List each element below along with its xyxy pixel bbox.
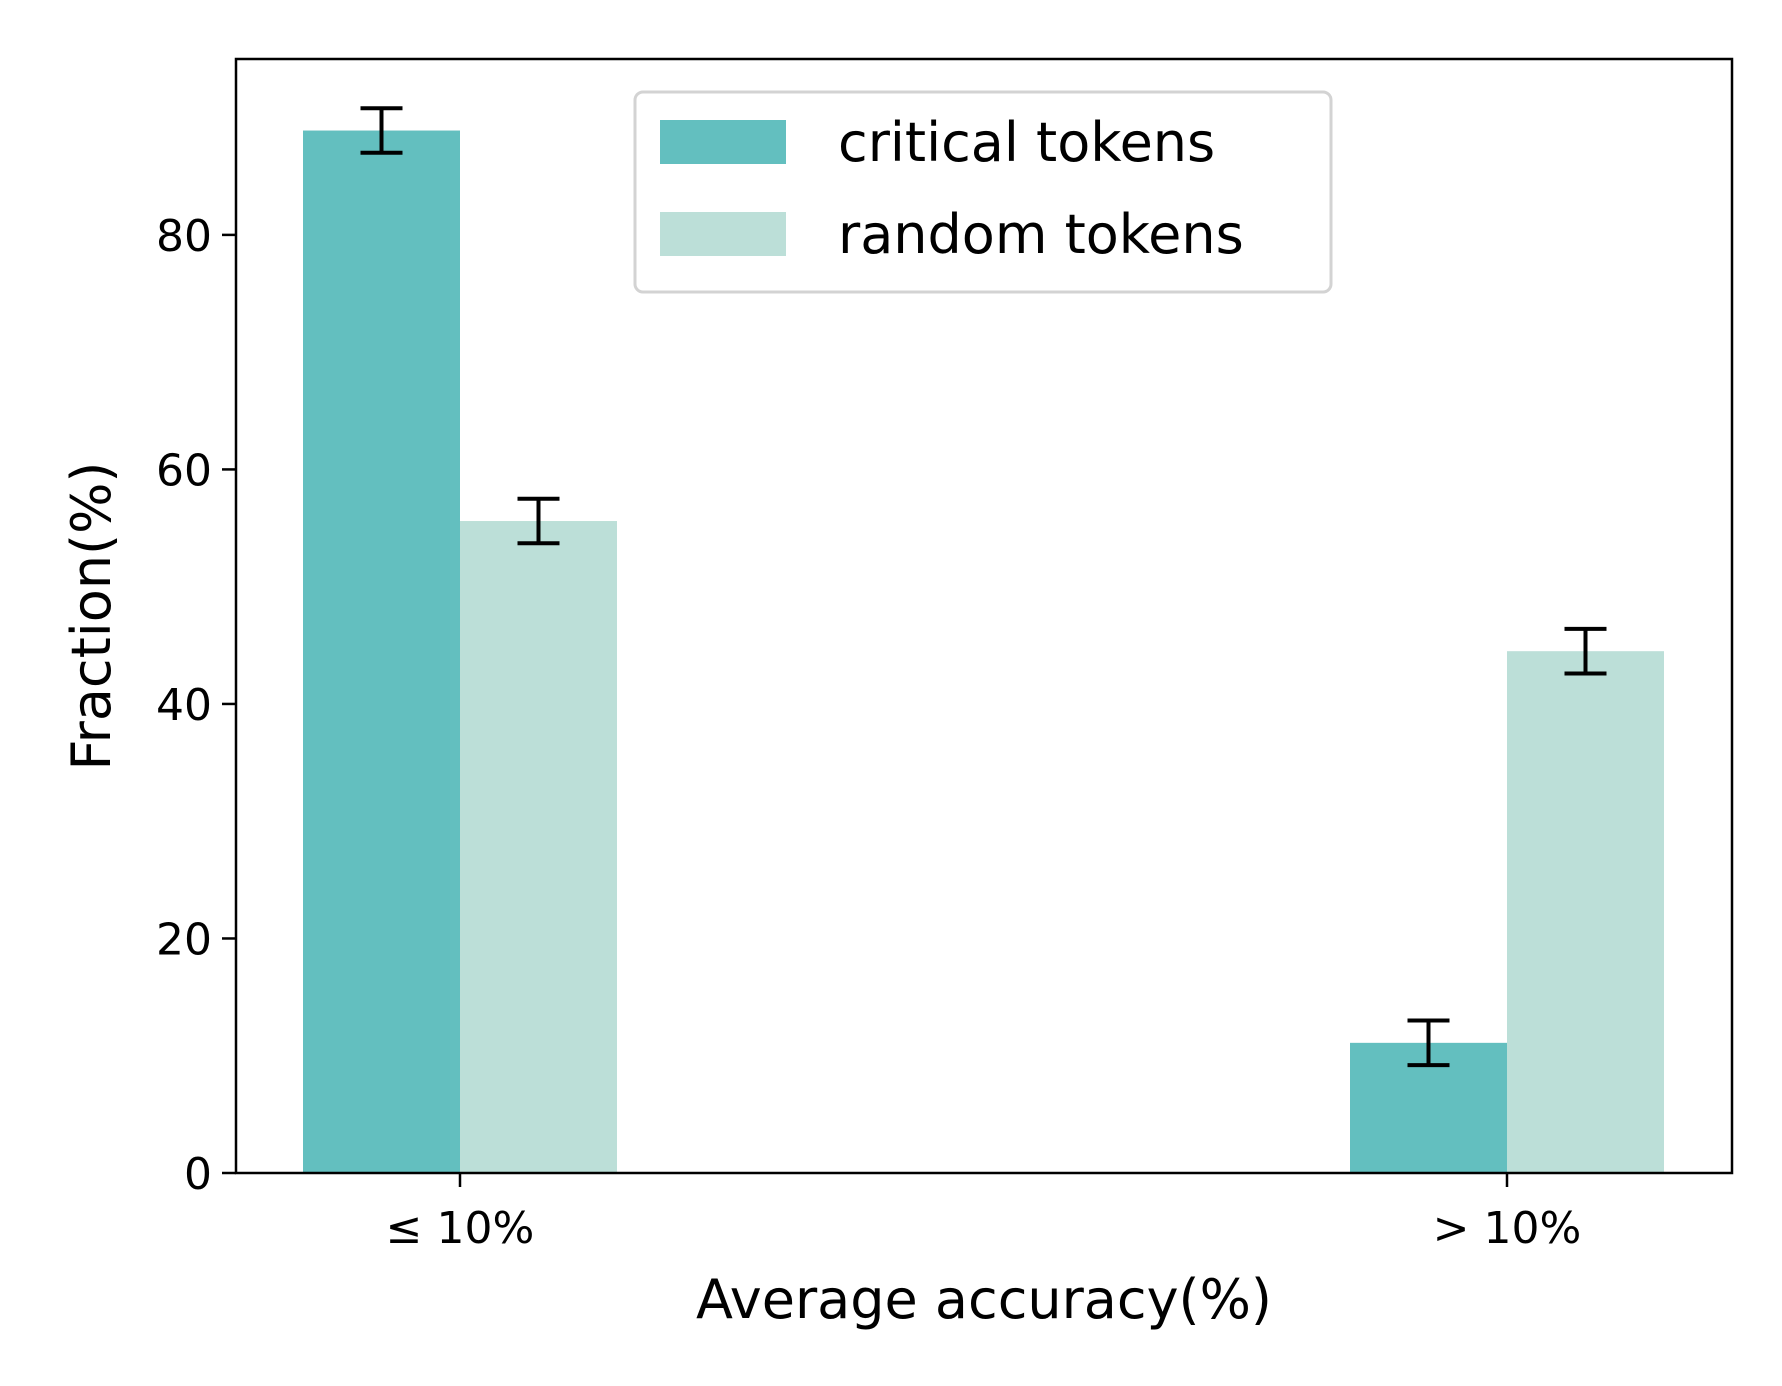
legend-box xyxy=(633,90,1333,294)
y-tick-label: 40 xyxy=(156,680,212,731)
legend: critical tokens random tokens xyxy=(633,90,1333,294)
x-axis-label: Average accuracy(%) xyxy=(696,1268,1272,1331)
legend-label-random-tokens: random tokens xyxy=(838,203,1244,266)
y-axis-ticks: 0 20 40 60 80 xyxy=(156,211,236,1200)
x-axis-ticks: ≤ 10% > 10% xyxy=(386,1173,1582,1254)
y-tick-label: 60 xyxy=(156,445,212,496)
legend-label-critical-tokens: critical tokens xyxy=(838,111,1215,174)
x-tick-label: > 10% xyxy=(1433,1203,1582,1254)
y-tick-label: 0 xyxy=(184,1149,212,1200)
plot-frame xyxy=(234,57,1734,1175)
y-axis-label: Fraction(%) xyxy=(60,462,123,771)
bars-layer xyxy=(303,130,1664,1174)
bar-critical-tokens-0 xyxy=(303,130,460,1174)
x-tick-label: ≤ 10% xyxy=(386,1203,535,1254)
error-bar-random-tokens-1 xyxy=(1564,626,1607,676)
error-bar-critical-tokens-0 xyxy=(360,106,403,155)
error-bar-random-tokens-0 xyxy=(517,496,560,546)
bar-random-tokens-0 xyxy=(460,521,617,1173)
legend-swatch-critical-tokens xyxy=(660,120,786,164)
error-bar-critical-tokens-1 xyxy=(1407,1018,1450,1068)
legend-swatch-random-tokens xyxy=(660,212,786,256)
y-tick-label: 80 xyxy=(156,211,212,262)
bar-random-tokens-1 xyxy=(1507,651,1664,1173)
y-tick-label: 20 xyxy=(156,914,212,965)
error-bars-layer xyxy=(360,106,1607,1068)
